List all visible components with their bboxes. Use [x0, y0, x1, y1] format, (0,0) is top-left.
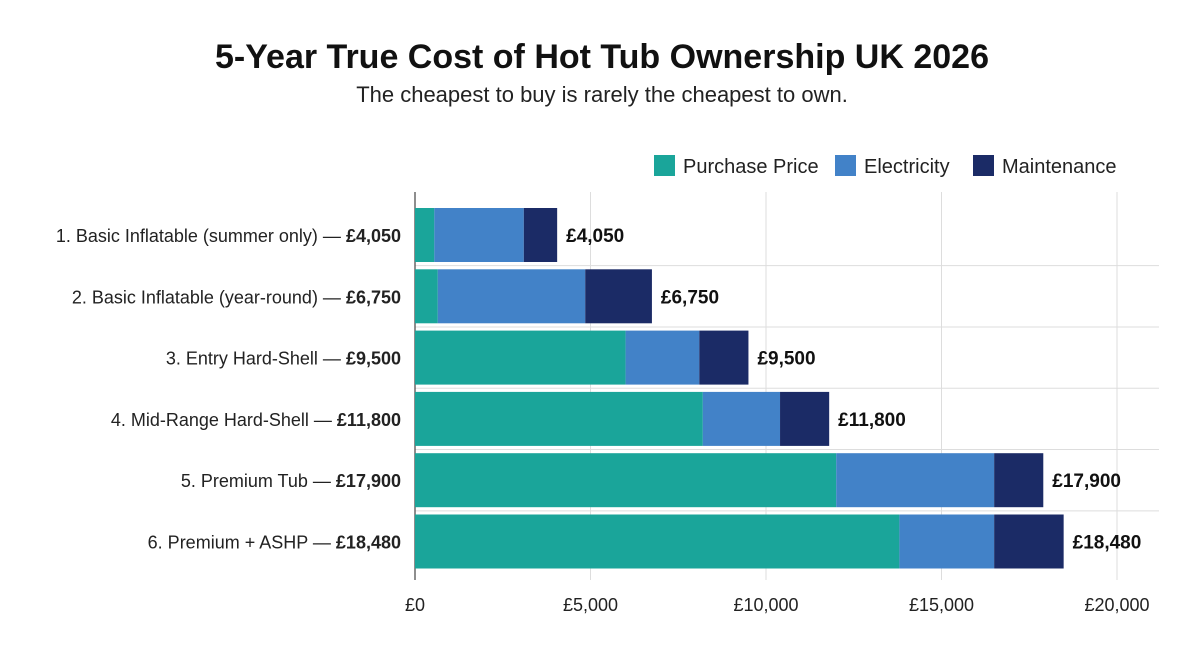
bar-segment-maintenance [994, 453, 1044, 508]
bar-segment-purchase-price [415, 514, 900, 569]
category-name: 1. Basic Inflatable (summer only) — [56, 226, 346, 246]
total-value-label: £4,050 [566, 226, 624, 247]
category-label: 1. Basic Inflatable (summer only) — £4,0… [56, 226, 401, 246]
category-name: 2. Basic Inflatable (year-round) — [72, 287, 346, 307]
legend-label: Purchase Price [683, 156, 819, 178]
legend-label: Maintenance [1002, 156, 1117, 178]
category-label: 5. Premium Tub — £17,900 [181, 471, 401, 491]
total-value-label: £17,900 [1052, 471, 1121, 492]
category-total: £18,480 [336, 533, 401, 553]
category-total: £6,750 [346, 287, 401, 307]
bar-segment-maintenance [994, 514, 1064, 569]
x-tick-label: £10,000 [733, 595, 798, 615]
bar-segment-purchase-price [415, 330, 626, 385]
category-label: 3. Entry Hard-Shell — £9,500 [166, 349, 401, 369]
total-value-label: £18,480 [1073, 533, 1142, 554]
legend-swatch [654, 155, 675, 176]
category-labels: 1. Basic Inflatable (summer only) — £4,0… [56, 226, 401, 553]
category-total: £9,500 [346, 349, 401, 369]
bar-segment-maintenance [699, 330, 749, 385]
bar-segment-purchase-price [415, 208, 435, 262]
bar-segment-purchase-price [415, 391, 703, 446]
category-name: 4. Mid-Range Hard-Shell — [111, 410, 337, 430]
category-total: £11,800 [337, 410, 401, 430]
chart-title: 5-Year True Cost of Hot Tub Ownership UK… [215, 38, 989, 76]
bar-segment-maintenance [523, 208, 558, 262]
x-tick-label: £5,000 [563, 595, 618, 615]
category-name: 5. Premium Tub — [181, 471, 336, 491]
x-tick-label: £0 [405, 595, 425, 615]
bar-segment-electricity [836, 453, 995, 508]
bar-segment-electricity [434, 208, 524, 262]
data-labels: £4,050 £6,750 £9,500 £11,800 £17,900 £18,480 [566, 226, 1141, 554]
category-total: £4,050 [346, 226, 401, 246]
total-value-label: £11,800 [838, 410, 906, 431]
bar-segment-electricity [625, 330, 700, 385]
bar-segment-electricity [437, 269, 586, 324]
bar-segment-purchase-price [415, 269, 438, 324]
bar-segment-maintenance [585, 269, 652, 324]
legend-label: Electricity [864, 156, 950, 178]
total-value-label: £9,500 [757, 349, 815, 370]
category-total: £17,900 [336, 471, 401, 491]
category-label: 6. Premium + ASHP — £18,480 [148, 533, 401, 553]
category-label: 4. Mid-Range Hard-Shell — £11,800 [111, 410, 401, 430]
category-label: 2. Basic Inflatable (year-round) — £6,75… [72, 287, 401, 307]
category-name: 6. Premium + ASHP — [148, 533, 336, 553]
x-tick-label: £15,000 [909, 595, 974, 615]
x-axis-ticks: £0 £5,000 £10,000 £15,000 £20,000 [405, 595, 1150, 615]
chart-subtitle: The cheapest to buy is rarely the cheape… [356, 82, 848, 107]
legend-swatch [835, 155, 856, 176]
legend-swatch [973, 155, 994, 176]
bar-segment-electricity [702, 391, 781, 446]
x-tick-label: £20,000 [1084, 595, 1149, 615]
bar-segment-maintenance [780, 391, 830, 446]
bars [415, 208, 1064, 569]
legend: Purchase Price Electricity Maintenance [654, 155, 1117, 178]
category-name: 3. Entry Hard-Shell — [166, 349, 346, 369]
total-value-label: £6,750 [661, 287, 719, 308]
bar-segment-purchase-price [415, 453, 837, 508]
bar-segment-electricity [899, 514, 995, 569]
